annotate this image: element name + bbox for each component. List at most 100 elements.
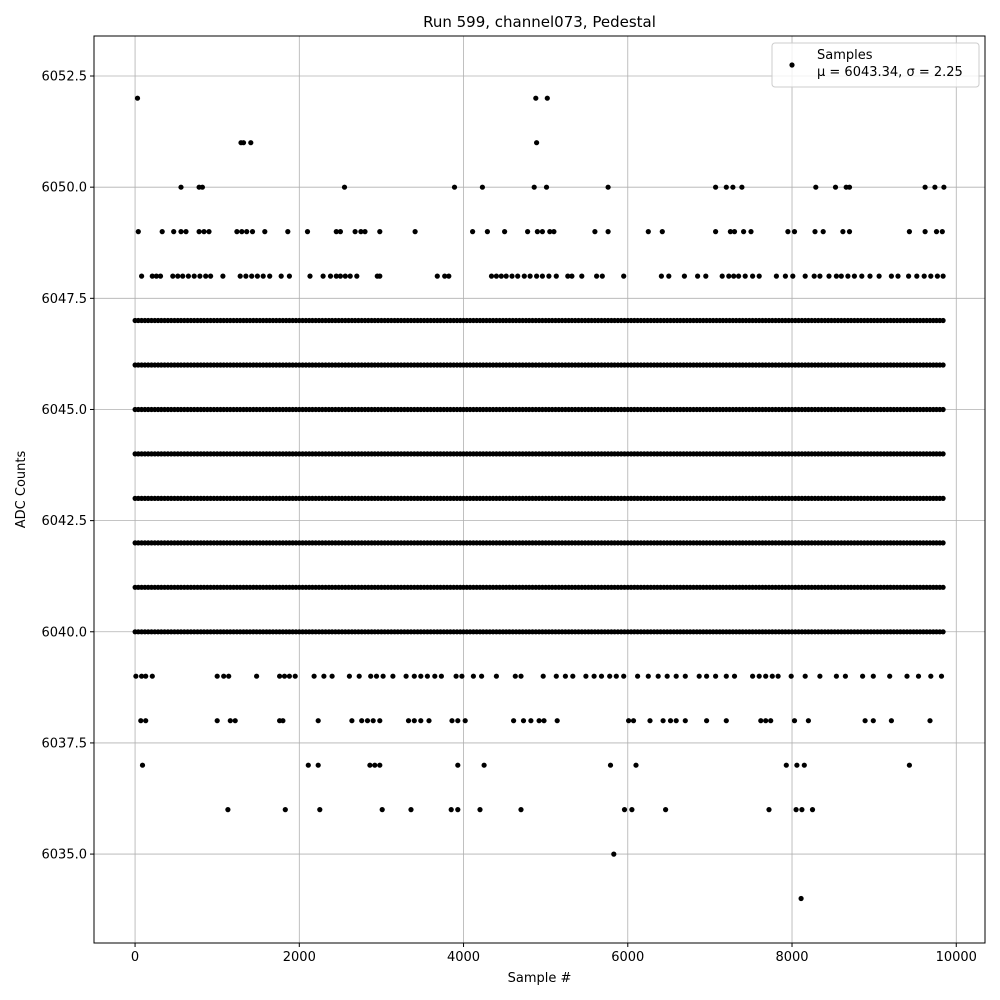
data-point xyxy=(525,229,531,235)
data-point xyxy=(277,673,283,679)
data-point xyxy=(354,273,360,279)
data-point xyxy=(159,229,165,235)
data-point xyxy=(185,273,191,279)
data-point xyxy=(748,229,754,235)
data-point xyxy=(405,718,412,724)
data-point xyxy=(802,273,808,279)
data-point xyxy=(149,673,155,679)
data-point xyxy=(191,273,197,279)
data-point xyxy=(904,673,910,679)
data-point xyxy=(377,229,383,235)
data-point xyxy=(170,273,176,279)
data-point xyxy=(553,273,559,279)
data-point xyxy=(833,673,840,679)
data-point xyxy=(645,673,651,679)
data-point xyxy=(723,673,729,679)
data-point xyxy=(139,673,145,679)
data-point xyxy=(227,718,233,724)
data-point xyxy=(928,273,934,279)
data-point xyxy=(915,673,922,679)
data-point xyxy=(377,273,383,279)
data-point xyxy=(842,673,849,679)
data-point xyxy=(731,273,737,279)
data-point xyxy=(341,184,348,190)
data-point xyxy=(281,673,288,679)
data-point xyxy=(434,273,440,279)
data-point xyxy=(171,229,177,235)
data-point xyxy=(820,229,826,235)
legend-stats-label: μ = 6043.34, σ = 2.25 xyxy=(817,65,963,80)
data-point xyxy=(630,718,637,724)
data-point xyxy=(859,273,865,279)
x-tick-label: 8000 xyxy=(775,950,808,965)
data-point xyxy=(592,229,598,235)
data-point xyxy=(534,140,540,146)
data-point xyxy=(645,229,651,235)
data-point xyxy=(906,762,913,768)
data-point xyxy=(940,540,946,546)
data-point xyxy=(249,273,255,279)
x-tick-label: 4000 xyxy=(447,950,480,965)
data-point xyxy=(221,673,227,679)
data-point xyxy=(933,229,940,235)
data-point xyxy=(370,718,376,724)
data-point xyxy=(554,718,560,724)
data-point xyxy=(766,807,772,813)
data-point xyxy=(832,184,839,190)
data-point xyxy=(851,273,858,279)
data-point xyxy=(704,718,710,724)
data-point xyxy=(239,229,245,235)
data-point xyxy=(583,673,589,679)
data-point xyxy=(540,673,546,679)
data-point xyxy=(282,807,288,813)
data-point xyxy=(682,673,688,679)
data-point xyxy=(673,673,679,679)
data-point xyxy=(793,807,799,813)
data-point xyxy=(783,762,789,768)
data-point xyxy=(799,807,805,813)
data-point xyxy=(470,229,476,235)
data-point xyxy=(418,718,424,724)
data-point xyxy=(846,229,853,235)
data-point xyxy=(940,317,946,324)
data-point xyxy=(484,229,490,235)
data-point xyxy=(481,762,487,768)
data-point xyxy=(372,762,378,768)
data-point xyxy=(438,673,444,679)
data-point xyxy=(248,140,254,146)
data-point xyxy=(833,273,840,279)
data-point xyxy=(607,762,614,768)
data-point xyxy=(479,184,485,190)
data-point xyxy=(726,273,732,279)
data-point xyxy=(613,673,619,679)
data-point xyxy=(446,273,452,279)
data-point xyxy=(798,895,804,902)
data-point xyxy=(791,718,798,724)
data-point xyxy=(520,718,527,724)
data-point xyxy=(305,762,311,768)
data-point xyxy=(666,273,672,279)
data-point xyxy=(175,273,181,279)
data-point xyxy=(333,273,339,279)
data-point xyxy=(180,273,186,279)
data-point xyxy=(736,273,742,279)
data-point xyxy=(812,229,818,235)
data-point xyxy=(280,718,286,724)
legend-box xyxy=(771,42,980,88)
data-point xyxy=(317,807,323,813)
data-point xyxy=(518,807,524,813)
data-point xyxy=(660,718,666,724)
data-point xyxy=(286,673,292,679)
data-point xyxy=(143,673,149,679)
data-point xyxy=(817,673,823,679)
data-point xyxy=(867,273,873,279)
data-point xyxy=(667,718,674,724)
data-point xyxy=(134,95,141,101)
data-point xyxy=(635,673,641,679)
data-point xyxy=(605,184,611,190)
data-point xyxy=(802,673,808,679)
data-point xyxy=(860,673,866,679)
data-point xyxy=(390,673,396,679)
data-point xyxy=(346,673,352,679)
data-point xyxy=(570,673,576,679)
